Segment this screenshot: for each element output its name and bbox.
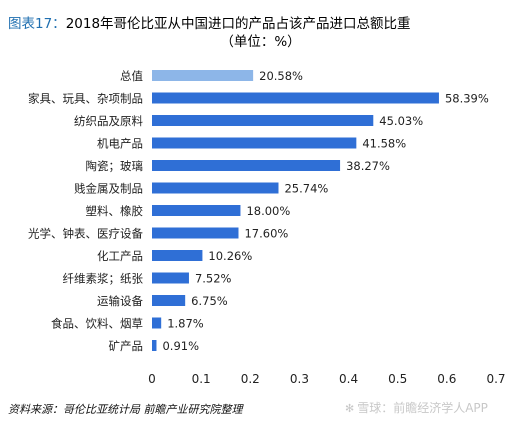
data-label: 45.03% [379,114,423,128]
bar [152,205,241,216]
data-label: 38.27% [346,159,390,173]
category-label: 贱金属及制品 [74,182,143,196]
snowball-icon: ✻ [345,402,355,415]
category-label: 家具、玩具、杂项制品 [28,92,143,106]
x-tick-label: 0.4 [339,372,358,386]
bar [152,272,189,284]
chart-title: 图表17：2018年哥伦比亚从中国进口的产品占该产品进口总额比重 （单位：%） [8,15,513,51]
bar [152,317,162,329]
bar [152,227,239,239]
bar [152,70,254,81]
category-label: 运输设备 [97,294,143,308]
data-label: 58.39% [445,92,489,106]
x-tick-label: 0.3 [290,372,309,386]
category-label: 食品、饮料、烟草 [51,317,143,331]
data-label: 17.60% [244,227,288,241]
data-label: 25.74% [284,182,328,196]
category-label: 矿产品 [109,339,144,353]
title-main: 2018年哥伦比亚从中国进口的产品占该产品进口总额比重 [65,16,411,32]
category-label: 机电产品 [97,137,143,151]
bar [152,340,157,351]
category-label: 总值 [120,69,143,83]
x-tick-label: 0 [148,372,156,386]
category-label: 纺织品及原料 [74,114,143,128]
data-label: 18.00% [246,204,290,218]
category-label: 化工产品 [97,249,143,263]
category-label: 塑料、橡胶 [86,204,144,218]
bar [152,137,357,149]
x-tick-label: 0.1 [192,372,211,386]
category-label: 陶瓷；玻璃 [86,159,144,173]
x-tick-label: 0.5 [388,372,407,386]
x-tick-label: 0.2 [241,372,260,386]
data-label: 41.58% [362,137,406,151]
source-note: 资料来源：哥伦比亚统计局 前瞻产业研究院整理 [8,403,243,416]
bar [152,160,341,171]
bar [152,295,186,306]
watermark-text: 雪球：前瞻经济学人APP [357,401,488,415]
watermark: ✻ 雪球：前瞻经济学人APP [345,399,488,416]
bar [152,182,279,194]
title-prefix: 图表17： [8,16,66,32]
bar [152,92,439,104]
category-label: 纤维素浆；纸张 [63,272,144,286]
category-label: 光学、钟表、医疗设备 [28,227,143,241]
title-unit: （单位：%） [220,34,301,50]
data-label: 10.26% [208,249,252,263]
bar [152,115,374,126]
x-tick-label: 0.7 [486,372,505,386]
x-tick-label: 0.6 [437,372,456,386]
data-label: 1.87% [167,317,204,331]
data-label: 7.52% [195,272,232,286]
data-label: 20.58% [259,69,303,83]
data-label: 6.75% [191,294,228,308]
bar [152,250,203,261]
data-label: 0.91% [162,339,199,353]
